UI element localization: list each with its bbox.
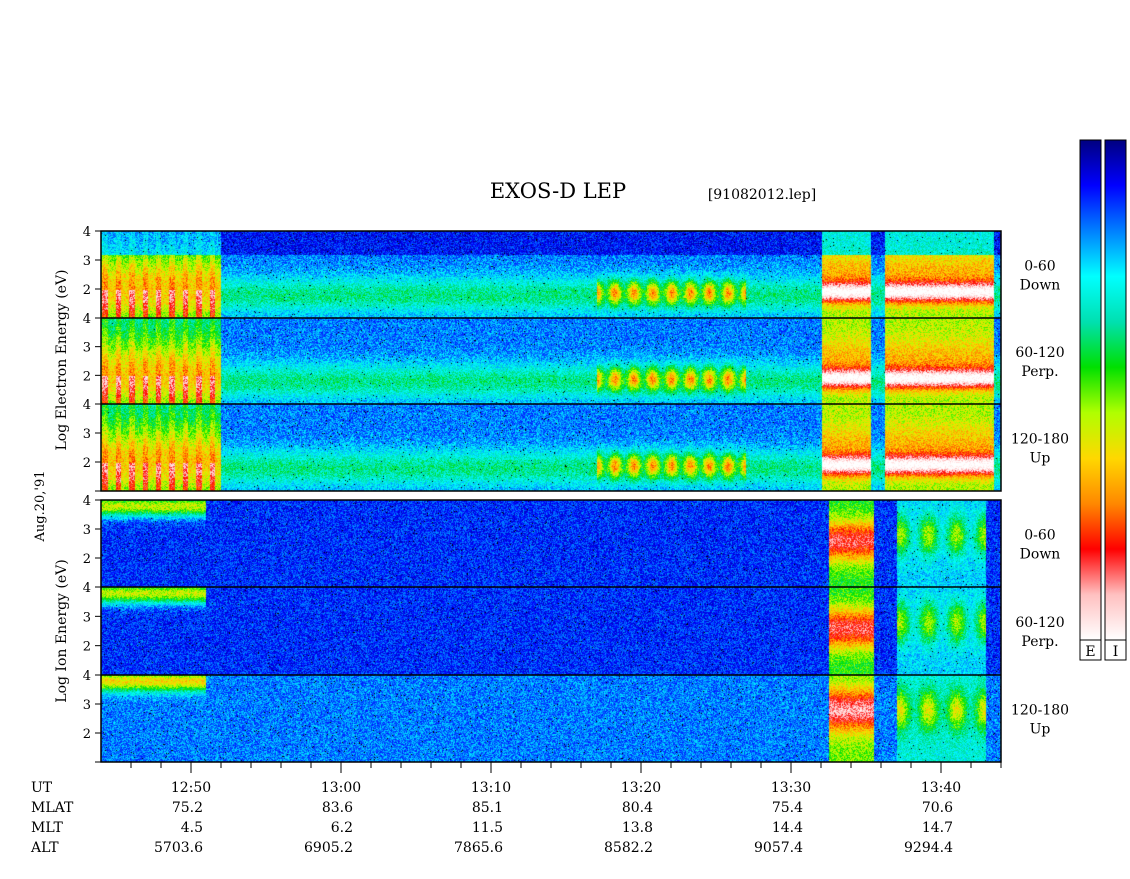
y-tick-label: 3 (83, 698, 91, 713)
ephemeris-label-mlat: MLAT (31, 800, 74, 816)
colorbar-label-e: E (1085, 644, 1095, 660)
ephemeris-value-alt: 9057.4 (754, 840, 803, 856)
ephemeris-label-alt: ALT (30, 840, 59, 856)
ephemeris-label-ut: UT (31, 780, 53, 796)
energy-axes: 2 3 4 2 3 4 2 3 4 2 3 4 2 3 4 2 3 4 (83, 225, 101, 763)
y-tick-label: 4 (83, 669, 91, 684)
ephemeris-value-mlat: 70.6 (922, 800, 953, 816)
spectrogram-i-down (101, 500, 1001, 587)
ephemeris-value-ut: 12:50 (171, 780, 211, 796)
electron-energy-label: Log Electron Energy (eV) (54, 269, 70, 450)
panel-angle-e-up: 120-180 (1011, 432, 1069, 448)
colorbar-e (1079, 139, 1102, 641)
ephemeris-value-alt: 5703.6 (154, 840, 203, 856)
ephemeris-value-mlat: 75.2 (172, 800, 203, 816)
panel-direction-i-up: Up (1030, 722, 1051, 738)
panel-direction-i-perp: Perp. (1021, 634, 1058, 650)
panel-angle-labels: 0-60 Down 60-120 Perp. 120-180 Up 0-60 Down 60-1… (1011, 259, 1069, 738)
ephemeris-value-alt: 7865.6 (454, 840, 503, 856)
chart-title: EXOS-D LEP (490, 179, 626, 203)
panel-angle-i-up: 120-180 (1011, 703, 1069, 719)
y-tick-label: 2 (83, 640, 91, 655)
y-tick-label: 4 (83, 225, 91, 240)
y-tick-label: 2 (83, 369, 91, 384)
colorbar-i (1104, 139, 1127, 641)
y-tick-label: 4 (83, 494, 91, 509)
y-tick-label: 2 (83, 727, 91, 742)
colorbar-label-box (1104, 639, 1127, 661)
y-tick-label: 2 (83, 456, 91, 471)
y-tick-label: 4 (83, 312, 91, 327)
colorbar-label-box (1079, 639, 1102, 661)
panel-angle-e-down: 0-60 (1024, 259, 1055, 275)
spectrogram-e-down (101, 231, 1001, 318)
spectrogram-i-perp (101, 587, 1001, 675)
species-axis-labels: Log Electron Energy (eV) Log Ion Energy (… (33, 269, 70, 702)
date-label: Aug.20,'91 (33, 470, 48, 542)
ephemeris-value-mlat: 83.6 (322, 800, 353, 816)
spectrogram-i-up (101, 675, 1001, 762)
ephemeris-value-alt: 6905.2 (304, 840, 353, 856)
ephemeris-value-mlt: 4.5 (181, 820, 203, 836)
ephemeris-value-alt: 8582.2 (604, 840, 653, 856)
spectrogram-e-up (101, 404, 1001, 491)
y-tick-label: 3 (83, 523, 91, 538)
ephemeris-value-ut: 13:30 (771, 780, 811, 796)
panel-angle-i-perp: 60-120 (1015, 615, 1064, 631)
ephemeris-value-ut: 13:40 (921, 780, 961, 796)
panel-direction-i-down: Down (1020, 547, 1061, 563)
panel-angle-e-perp: 60-120 (1015, 345, 1064, 361)
y-tick-label: 4 (83, 398, 91, 413)
spectrogram-panels (101, 231, 1001, 762)
ephemeris-value-mlt: 14.7 (922, 820, 953, 836)
y-tick-label: 2 (83, 283, 91, 298)
colorbar-label-i: I (1113, 644, 1119, 660)
ion-energy-label: Log Ion Energy (eV) (54, 559, 70, 702)
ephemeris-value-mlt: 11.5 (472, 820, 503, 836)
y-tick-label: 3 (83, 341, 91, 356)
ephemeris-table: UT 12:50 13:00 13:10 13:20 13:30 13:40 MLAT 75.2… (30, 780, 961, 856)
electron-frame (100, 230, 1002, 492)
panel-angle-i-down: 0-60 (1024, 528, 1055, 544)
y-tick-label: 3 (83, 610, 91, 625)
panel-direction-e-perp: Perp. (1021, 364, 1058, 380)
ephemeris-value-mlat: 80.4 (622, 800, 653, 816)
file-label: [91082012.lep] (708, 187, 816, 203)
y-tick-label: 3 (83, 254, 91, 269)
ephemeris-value-mlt: 13.8 (622, 820, 653, 836)
ephemeris-value-mlt: 14.4 (772, 820, 803, 836)
ephemeris-value-ut: 13:00 (321, 780, 361, 796)
panel-direction-e-down: Down (1020, 278, 1061, 294)
ephemeris-value-mlt: 6.2 (331, 820, 353, 836)
y-tick-label: 3 (83, 427, 91, 442)
ephemeris-value-mlat: 85.1 (472, 800, 503, 816)
ephemeris-value-ut: 13:20 (621, 780, 661, 796)
ephemeris-value-alt: 9294.4 (904, 840, 953, 856)
y-tick-label: 2 (83, 552, 91, 567)
spectrogram-e-perp (101, 318, 1001, 404)
ephemeris-value-mlat: 75.4 (772, 800, 803, 816)
ephemeris-label-mlt: MLT (31, 820, 63, 836)
panel-direction-e-up: Up (1030, 451, 1051, 467)
time-axis (130, 762, 1002, 773)
ephemeris-value-ut: 13:10 (471, 780, 511, 796)
y-tick-label: 4 (83, 581, 91, 596)
